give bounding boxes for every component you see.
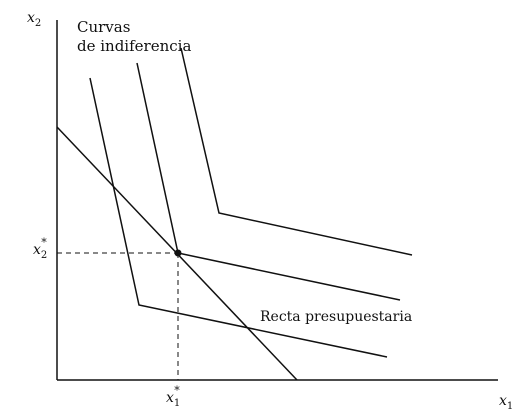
indifference-curve-middle — [136, 62, 401, 301]
y-axis-label: x2 — [27, 10, 41, 29]
curves-label-line2: de indiferencia — [77, 37, 191, 55]
optimum-point — [174, 249, 182, 257]
optimum-x-label: x1* — [166, 384, 180, 409]
x-axis-label: x1 — [499, 393, 513, 412]
budget-line-label: Recta presupuestaria — [260, 309, 412, 325]
indifference-curve-low — [89, 77, 388, 358]
optimum-y-label: x2* — [33, 236, 47, 261]
indifference-curve-high — [180, 47, 413, 256]
curves-label-line1: Curvas — [77, 18, 130, 36]
